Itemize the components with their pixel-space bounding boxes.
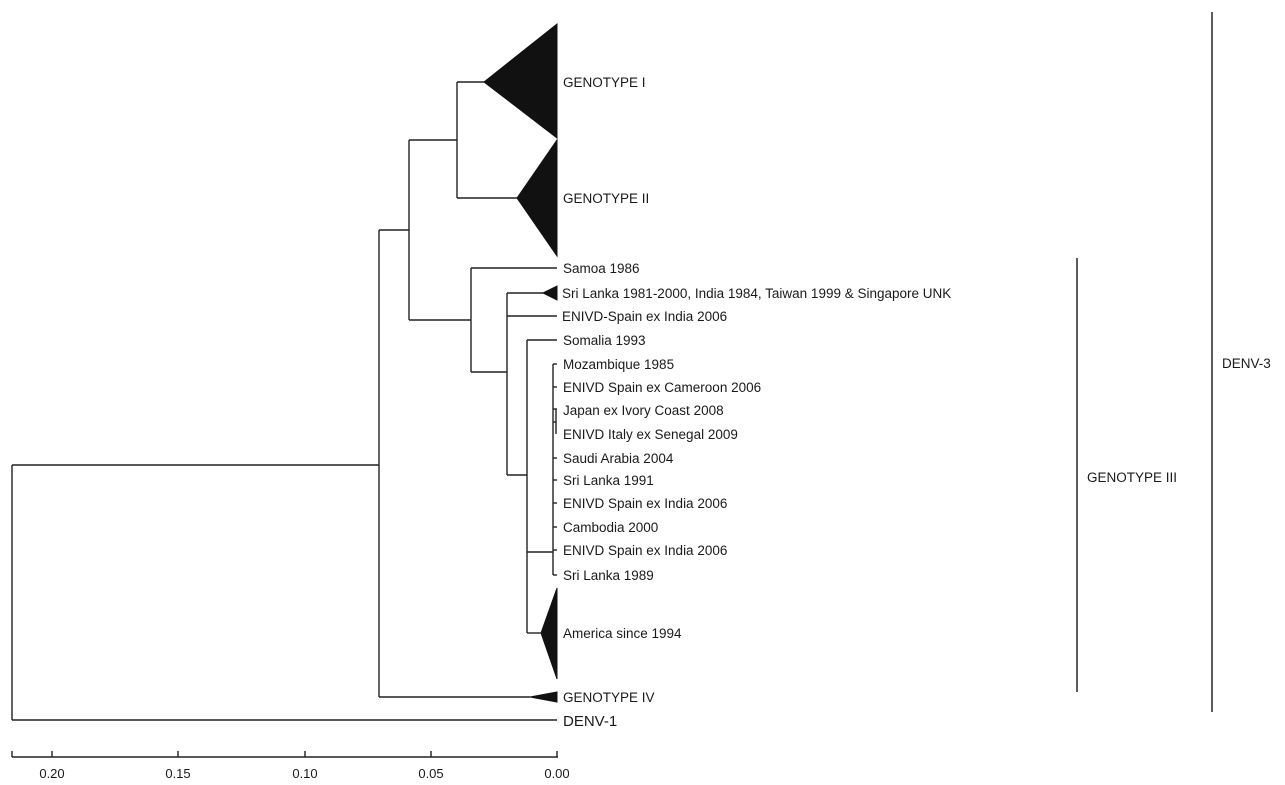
scale-axis: 0.20 0.15 0.10 0.05 0.00 [11,751,570,781]
leaf-label: ENIVD Spain ex Cameroon 2006 [563,380,761,395]
america-label: America since 1994 [563,626,682,641]
denv3-bracket-label: DENV-3 [1222,356,1271,371]
leaf-labels: Samoa 1986 ENIVD-Spain ex India 2006 Som… [562,261,761,730]
genotype2-label: GENOTYPE II [563,191,649,206]
scale-tick-label: 0.05 [418,766,443,781]
leaf-label: Somalia 1993 [563,333,646,348]
group-brackets: GENOTYPE III DENV-3 [1076,12,1271,712]
genotype4-label: GENOTYPE IV [563,690,655,705]
leaf-label: Japan ex Ivory Coast 2008 [563,403,724,418]
leaf-label: ENIVD-Spain ex India 2006 [562,309,727,324]
outgroup-label: DENV-1 [563,713,617,730]
scale-tick-label: 0.20 [39,766,64,781]
leaf-label: ENIVD Italy ex Senegal 2009 [563,427,738,442]
leaf-label: Sri Lanka 1989 [563,568,654,583]
genotype2-clade-triangle [516,138,558,258]
leaf-label: Sri Lanka 1991 [563,473,654,488]
genotype1-clade-triangle [483,22,558,140]
collapsed-clades [483,22,558,703]
clade-labels: GENOTYPE I GENOTYPE II Sri Lanka 1981-20… [562,75,951,705]
leaf-label: ENIVD Spain ex India 2006 [563,496,727,511]
leaf-label: Mozambique 1985 [563,357,674,372]
scale-tick-label: 0.10 [292,766,317,781]
scale-tick-label: 0.15 [165,766,190,781]
genotype1-label: GENOTYPE I [563,75,646,90]
tree-branches [11,81,557,721]
scale-tick-label: 0.00 [544,766,569,781]
leaf-label: Cambodia 2000 [563,520,658,535]
srilanka-group-label: Sri Lanka 1981-2000, India 1984, Taiwan … [562,286,951,301]
leaf-label: Saudi Arabia 2004 [563,451,674,466]
leaf-label: Samoa 1986 [563,261,640,276]
genotype3-bracket-label: GENOTYPE III [1087,470,1177,485]
america-clade-triangle [540,587,558,680]
leaf-label: ENIVD Spain ex India 2006 [563,543,727,558]
genotype4-clade-triangle [529,691,558,703]
srilanka-group-clade-triangle [541,285,558,301]
